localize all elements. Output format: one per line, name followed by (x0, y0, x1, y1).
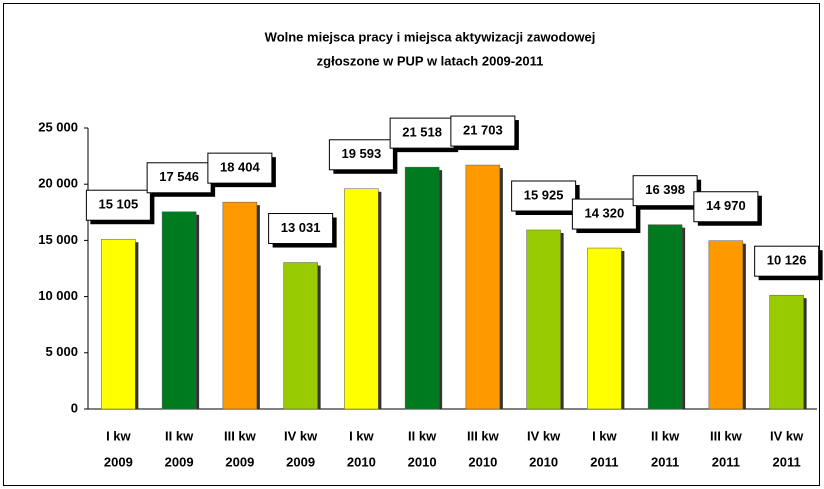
label-box (511, 180, 577, 212)
label-box (268, 213, 334, 245)
value-label: 18 404 (220, 160, 261, 175)
bar (708, 240, 744, 410)
x-tick-label: 2010 (347, 454, 376, 469)
value-label: 17 546 (159, 169, 199, 184)
bar (769, 294, 804, 410)
x-tick-label: II kw (165, 428, 194, 443)
bar (647, 224, 683, 410)
x-tick-label: II kw (651, 428, 680, 443)
value-label: 15 925 (524, 187, 564, 202)
value-label: 14 320 (584, 205, 624, 220)
x-tick-label: 2011 (712, 454, 740, 469)
value-label: 14 970 (706, 198, 746, 213)
x-tick-label: 2009 (104, 454, 133, 469)
bar (222, 201, 258, 410)
x-tick-label: IV kw (284, 428, 318, 443)
y-tick-label: 15 000 (38, 232, 78, 247)
x-tick-label: I kw (106, 428, 131, 443)
x-tick-label: IV kw (770, 428, 804, 443)
y-tick-label: 10 000 (38, 288, 78, 303)
bar (161, 211, 197, 410)
value-label: 21 518 (402, 125, 442, 140)
bar (101, 238, 136, 410)
x-tick-label: 2010 (529, 454, 558, 469)
y-tick-label: 0 (71, 400, 78, 415)
bar (344, 188, 379, 410)
value-label: 16 398 (645, 182, 685, 197)
x-tick-label: III kw (224, 428, 257, 443)
x-tick-label: 2011 (773, 454, 801, 469)
value-label: 15 105 (98, 197, 138, 212)
label-box (450, 115, 516, 147)
label-box (693, 191, 759, 223)
value-label: 21 703 (463, 122, 503, 137)
x-tick-label: IV kw (527, 428, 561, 443)
value-label: 10 126 (767, 253, 807, 268)
label-box (632, 175, 698, 207)
x-tick-label: 2010 (468, 454, 497, 469)
x-tick-label: 2011 (651, 454, 679, 469)
x-tick-label: III kw (467, 428, 500, 443)
x-tick-label: III kw (710, 428, 743, 443)
label-box (389, 117, 455, 149)
label-box (328, 139, 394, 171)
chart-title: Wolne miejsca pracy i miejsca aktywizacj… (265, 29, 596, 44)
x-tick-label: 2010 (408, 454, 437, 469)
y-tick-label: 25 000 (38, 119, 78, 134)
y-tick-label: 20 000 (38, 176, 78, 191)
bar (465, 164, 501, 410)
bar (587, 247, 622, 410)
value-label: 13 031 (281, 220, 321, 235)
y-tick-label: 5 000 (45, 344, 78, 359)
label-box (146, 162, 212, 194)
bar (283, 262, 318, 410)
label-box (571, 198, 637, 230)
bar (526, 229, 561, 410)
label-box (85, 189, 151, 221)
x-tick-label: 2009 (165, 454, 194, 469)
x-tick-label: 2009 (225, 454, 254, 469)
x-tick-label: I kw (349, 428, 374, 443)
x-tick-label: I kw (592, 428, 617, 443)
value-label: 19 593 (341, 146, 381, 161)
x-tick-label: II kw (408, 428, 437, 443)
label-box (754, 245, 820, 277)
chart-title: zgłoszone w PUP w latach 2009-2011 (317, 53, 544, 68)
x-tick-label: 2009 (286, 454, 315, 469)
label-box (207, 152, 273, 184)
bar (404, 166, 440, 410)
x-tick-label: 2011 (590, 454, 618, 469)
